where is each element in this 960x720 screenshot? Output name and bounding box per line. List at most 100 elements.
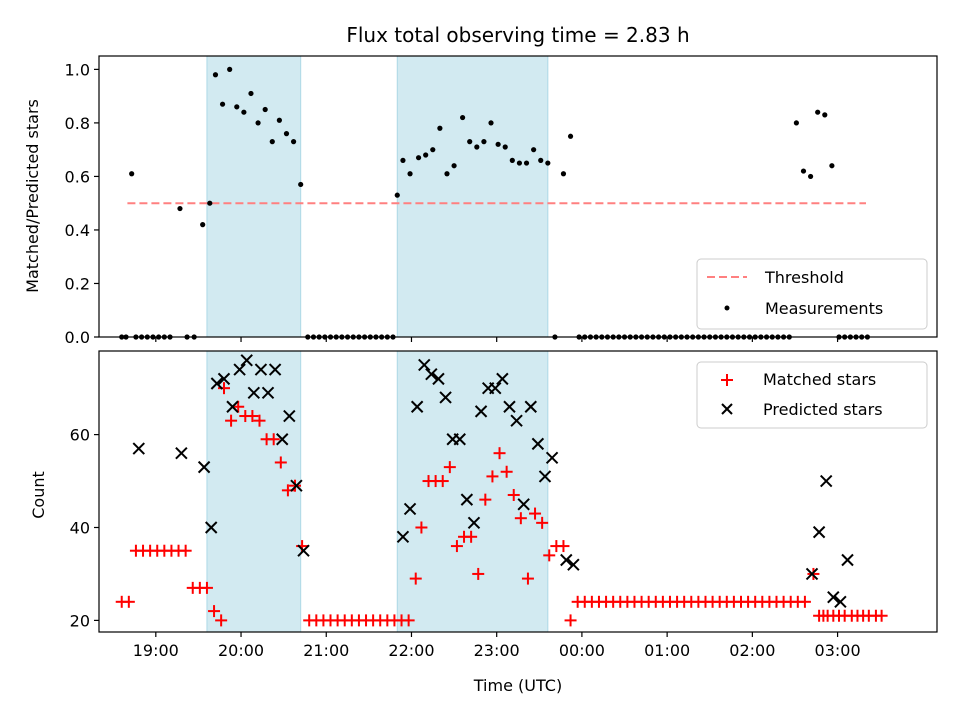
- shaded-interval-2: [396, 350, 549, 633]
- matched-stars-point: [798, 595, 811, 608]
- matched-stars-point: [479, 493, 492, 506]
- marker-stroke: [403, 502, 417, 516]
- matched-stars-point: [436, 475, 449, 488]
- measurements-point: [283, 131, 290, 137]
- legend-predicted-label: Predicted stars: [763, 400, 883, 419]
- matched-stars-point: [521, 572, 534, 585]
- measurements-point: [523, 160, 530, 166]
- predicted-stars-point: [432, 372, 445, 386]
- measurements-point: [516, 160, 523, 166]
- matched-stars-point: [179, 544, 192, 557]
- shaded-interval-1: [206, 350, 302, 633]
- matched-stars-point: [443, 461, 456, 474]
- measurements-point: [298, 181, 304, 188]
- legend-measurements-swatch: [724, 305, 730, 311]
- y-tick-label: 1.0: [65, 60, 90, 79]
- matched-stars-point: [200, 581, 213, 594]
- measurements-point: [276, 117, 282, 123]
- shaded-interval-1: [206, 55, 302, 338]
- predicted-stars-point: [247, 386, 261, 400]
- measurements-point: [234, 104, 240, 110]
- y-tick-label: 40: [70, 518, 90, 537]
- predicted-stars-point: [805, 567, 819, 581]
- predicted-stars-point: [467, 516, 481, 530]
- marker-stroke: [254, 363, 268, 376]
- matched-stars-point: [529, 507, 542, 520]
- matched-stars-point: [274, 456, 287, 469]
- panel-1-frame: [98, 55, 938, 338]
- predicted-stars-point: [410, 400, 424, 413]
- matched-stars-point: [450, 540, 463, 553]
- measurements-point: [474, 144, 480, 150]
- predicted-stars-point: [132, 442, 145, 455]
- predicted-stars-point: [489, 381, 502, 395]
- marker-stroke: [545, 451, 559, 465]
- marker-stroke: [805, 567, 819, 581]
- measurements-point: [129, 171, 135, 177]
- measurements-point: [400, 157, 406, 163]
- matched-stars-point: [267, 433, 280, 446]
- bottom-panel-points: [115, 354, 888, 627]
- matched-stars-point: [543, 549, 556, 562]
- matched-stars-point: [246, 410, 259, 423]
- x-tick-label: 20:00: [218, 641, 264, 660]
- top-panel-legend: Threshold Measurements: [696, 258, 928, 330]
- marker-stroke: [276, 433, 289, 446]
- marker-stroke: [496, 372, 509, 386]
- bottom-legend-frame: [696, 361, 928, 429]
- predicted-stars-point: [827, 590, 840, 604]
- marker-stroke: [538, 470, 552, 483]
- bottom-panel-axes: 20 40 60 19:00 20:00 21:00 22:00 23:00 00:00 01:0…: [70, 350, 938, 660]
- marker-stroke: [283, 409, 296, 423]
- marker-stroke: [410, 400, 424, 413]
- y-tick-label: 20: [70, 611, 90, 630]
- matched-stars-point: [486, 470, 499, 483]
- predicted-stars-point: [496, 372, 509, 386]
- predicted-stars-point: [820, 474, 833, 488]
- matched-stars-point: [215, 614, 228, 627]
- marker-stroke: [418, 358, 431, 372]
- measurements-point: [290, 139, 297, 145]
- measurements-point: [219, 101, 226, 107]
- measurements-point: [207, 200, 213, 206]
- measurements-point: [248, 90, 254, 97]
- matched-stars-point: [875, 609, 888, 622]
- measurements-point: [407, 171, 413, 177]
- predicted-stars-point: [545, 451, 559, 465]
- marker-stroke: [396, 530, 410, 543]
- measurements-point: [560, 171, 567, 177]
- predicted-stars-point: [396, 530, 410, 543]
- matched-stars-point: [564, 614, 577, 627]
- predicted-stars-point: [418, 358, 431, 372]
- marker-stroke: [425, 368, 438, 381]
- predicted-stars-point: [460, 493, 474, 506]
- matched-stars-point: [507, 488, 520, 501]
- measurements-point: [227, 66, 233, 72]
- marker-stroke: [474, 405, 488, 418]
- marker-stroke: [510, 414, 523, 427]
- predicted-stars-point: [453, 433, 466, 446]
- measurements-point: [495, 141, 501, 147]
- panel-2-frame: [98, 350, 938, 633]
- predicted-stars-point: [538, 470, 552, 483]
- measurements-point: [177, 205, 183, 212]
- predicted-stars-point: [268, 363, 282, 376]
- marker-stroke: [467, 516, 481, 530]
- marker-stroke: [820, 474, 833, 488]
- marker-stroke: [432, 372, 445, 386]
- matched-stars-point: [465, 530, 478, 543]
- x-tick-label: 00:00: [559, 641, 605, 660]
- predicted-stars-point: [290, 479, 303, 492]
- matched-stars-point: [402, 614, 415, 627]
- measurements-point: [567, 133, 574, 139]
- top-legend-frame: [696, 258, 928, 330]
- legend-matched-label: Matched stars: [763, 370, 876, 389]
- marker-stroke: [567, 558, 580, 571]
- predicted-stars-point: [197, 460, 211, 474]
- predicted-stars-point: [425, 368, 438, 381]
- measurements-point: [481, 139, 487, 145]
- x-tick-label: 19:00: [133, 641, 179, 660]
- predicted-stars-point: [297, 544, 310, 557]
- top-panel-axes: 0.0 0.2 0.4 0.6 0.8 1.0: [65, 55, 938, 347]
- marker-stroke: [233, 363, 246, 376]
